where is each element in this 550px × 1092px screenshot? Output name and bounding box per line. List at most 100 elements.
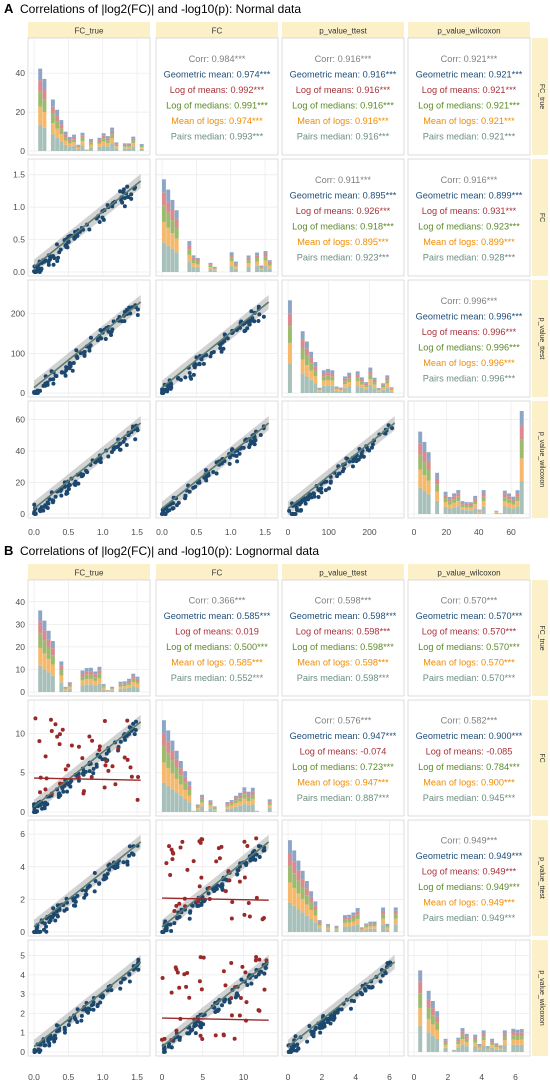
data-point bbox=[86, 1011, 90, 1015]
histogram-bar bbox=[427, 991, 431, 1000]
y-tick-label: 1 bbox=[20, 1028, 25, 1038]
histogram-bar bbox=[97, 138, 101, 140]
correlation-label: Log of medians: 0.921*** bbox=[418, 100, 520, 110]
histogram-bar bbox=[247, 797, 251, 801]
histogram-bar bbox=[473, 501, 477, 504]
histogram-bar bbox=[242, 799, 246, 804]
histogram-bar bbox=[162, 205, 166, 222]
data-point bbox=[65, 907, 69, 911]
y-tick-label: 40 bbox=[16, 68, 26, 78]
histogram-bar bbox=[339, 390, 343, 391]
data-point bbox=[95, 765, 99, 769]
histogram-bar bbox=[511, 502, 515, 505]
data-point bbox=[197, 481, 201, 485]
histogram-bar bbox=[42, 641, 46, 654]
histogram-bar bbox=[247, 255, 251, 257]
histogram-bar bbox=[89, 141, 93, 143]
histogram-bar bbox=[511, 497, 515, 499]
histogram-bar bbox=[309, 897, 313, 903]
histogram-bar bbox=[230, 258, 234, 262]
data-point bbox=[190, 1028, 194, 1032]
histogram-bar bbox=[175, 751, 179, 760]
data-point bbox=[44, 930, 48, 934]
data-point bbox=[86, 886, 90, 890]
histogram-bar bbox=[520, 1029, 524, 1032]
data-point bbox=[118, 448, 122, 452]
histogram-bar bbox=[102, 686, 106, 687]
data-point bbox=[319, 490, 323, 494]
histogram-bar bbox=[385, 925, 389, 926]
data-point bbox=[174, 965, 178, 969]
histogram-bar bbox=[89, 679, 93, 684]
data-point bbox=[51, 377, 55, 381]
data-point bbox=[51, 499, 55, 503]
histogram-bar bbox=[326, 369, 330, 372]
histogram-bar bbox=[89, 142, 93, 144]
data-point bbox=[242, 329, 246, 333]
histogram-bar bbox=[435, 1023, 439, 1030]
histogram-bar bbox=[313, 376, 317, 383]
column-strip-label: p_value_wilcoxon bbox=[437, 27, 500, 36]
correlation-label: Log of means: 0.598*** bbox=[296, 626, 391, 636]
data-point bbox=[238, 1014, 242, 1018]
data-point bbox=[227, 878, 231, 882]
histogram-bar bbox=[234, 269, 238, 272]
data-point bbox=[371, 985, 375, 989]
facet-panel bbox=[156, 940, 278, 1056]
histogram-bar bbox=[318, 390, 322, 391]
correlation-label: Mean of logs: 0.598*** bbox=[297, 657, 389, 667]
histogram-bar bbox=[360, 931, 364, 932]
histogram-bar bbox=[68, 141, 72, 144]
correlation-label: Corr: 0.582*** bbox=[441, 715, 498, 725]
histogram-bar bbox=[305, 342, 309, 349]
histogram-bar bbox=[482, 506, 486, 514]
histogram-bar bbox=[170, 220, 174, 233]
histogram-bar bbox=[288, 882, 292, 902]
data-point bbox=[312, 1031, 316, 1035]
histogram-bar bbox=[162, 179, 166, 192]
histogram-bar bbox=[301, 899, 305, 912]
histogram-bar bbox=[166, 730, 170, 741]
histogram-bar bbox=[64, 687, 68, 688]
data-point bbox=[45, 802, 49, 806]
histogram-bar bbox=[322, 381, 326, 386]
histogram-bar bbox=[516, 1033, 520, 1036]
data-point bbox=[179, 846, 183, 850]
data-point bbox=[42, 384, 46, 388]
data-point bbox=[177, 501, 181, 505]
histogram-bar bbox=[335, 927, 339, 928]
histogram-bar bbox=[114, 145, 118, 147]
histogram-bar bbox=[183, 783, 187, 790]
data-point bbox=[74, 1017, 78, 1021]
histogram-bar bbox=[51, 135, 55, 151]
histogram-bar bbox=[499, 1047, 503, 1048]
histogram-bar bbox=[477, 1045, 481, 1046]
histogram-bar bbox=[97, 144, 101, 147]
histogram-bar bbox=[381, 924, 385, 932]
row-strip-label: FC bbox=[538, 213, 545, 222]
histogram-bar bbox=[230, 266, 234, 272]
histogram-bar bbox=[381, 390, 385, 393]
histogram-bar bbox=[296, 909, 300, 932]
histogram-bar bbox=[305, 377, 309, 393]
histogram-bar bbox=[305, 881, 309, 888]
histogram-bar bbox=[394, 907, 398, 910]
histogram-bar bbox=[296, 881, 300, 894]
correlation-label: Mean of logs: 0.570*** bbox=[423, 657, 515, 667]
histogram-bar bbox=[477, 1044, 481, 1045]
correlation-label: Log of means: 0.931*** bbox=[422, 206, 517, 216]
histogram-bar bbox=[81, 674, 85, 677]
histogram-bar bbox=[81, 141, 85, 145]
histogram-bar bbox=[292, 906, 296, 932]
histogram-bar bbox=[213, 809, 217, 810]
histogram-bar bbox=[102, 689, 106, 692]
histogram-bar bbox=[234, 262, 238, 263]
histogram-bar bbox=[106, 136, 110, 138]
histogram-bar bbox=[230, 803, 234, 805]
histogram-bar bbox=[288, 853, 292, 866]
correlation-label: Mean of logs: 0.921*** bbox=[423, 116, 515, 126]
row-strip-label: FC_true bbox=[538, 84, 545, 109]
histogram-bar bbox=[465, 1046, 469, 1052]
histogram-bar bbox=[452, 499, 456, 503]
correlation-label: Corr: 0.916*** bbox=[315, 54, 372, 64]
